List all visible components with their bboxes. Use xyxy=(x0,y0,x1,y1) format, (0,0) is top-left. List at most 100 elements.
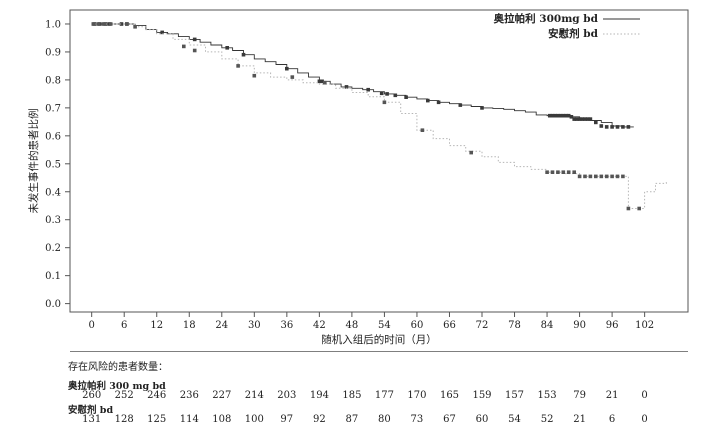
placebo-censor-mark xyxy=(556,170,560,174)
olaparib-censor-mark xyxy=(572,117,576,121)
olaparib-censor-mark xyxy=(626,125,631,129)
placebo-censor-mark xyxy=(192,48,197,53)
risk-table-title: 存在风险的患者数量： xyxy=(68,362,168,373)
olaparib-censor-mark xyxy=(599,124,604,128)
risk-count-cell: 114 xyxy=(179,414,199,425)
x-tick-label: 96 xyxy=(606,320,619,331)
olaparib-censor-mark xyxy=(566,113,571,118)
x-tick-label: 0 xyxy=(88,320,94,331)
x-tick-label: 30 xyxy=(248,320,261,331)
risk-count-cell: 177 xyxy=(374,390,394,401)
x-axis-label: 随机入组后的时间（月） xyxy=(321,333,437,346)
olaparib-censor-mark xyxy=(225,46,229,50)
placebo-censor-mark xyxy=(588,174,593,179)
placebo-censor-mark xyxy=(599,174,604,179)
placebo-censor-mark xyxy=(626,206,631,211)
olaparib-censor-mark xyxy=(317,79,322,84)
risk-count-cell: 236 xyxy=(179,390,199,401)
risk-table: 存在风险的患者数量： 奥拉帕利 300 mg bd 260 252 246 236 22… xyxy=(0,352,718,438)
risk-count-cell: 87 xyxy=(345,414,359,425)
placebo-censor-mark xyxy=(637,206,641,211)
placebo-censor-mark xyxy=(621,174,625,179)
olaparib-censor-mark xyxy=(379,91,384,96)
olaparib-censor-mark xyxy=(458,103,463,107)
x-tick-label: 48 xyxy=(346,320,359,331)
risk-count-cell: 260 xyxy=(82,390,102,401)
risk-group-placebo-label: 安慰剂 bd xyxy=(68,405,114,416)
risk-count-cell: 97 xyxy=(280,414,294,425)
placebo-censor-mark xyxy=(182,44,186,49)
olaparib-censor-mark xyxy=(580,117,585,121)
placebo-censor-mark xyxy=(101,22,106,26)
olaparib-censor-mark xyxy=(550,113,555,118)
risk-group-olaparib-label: 奥拉帕利 300 mg bd xyxy=(68,381,166,392)
y-tick-label: 0.7 xyxy=(45,103,61,114)
olaparib-censor-mark xyxy=(119,22,124,26)
olaparib-censor-mark xyxy=(385,92,389,96)
x-tick-label: 72 xyxy=(476,320,489,331)
olaparib-censor-mark xyxy=(564,113,568,118)
olaparib-censor-mark xyxy=(404,95,408,99)
y-tick-label: 0.1 xyxy=(45,271,61,282)
risk-count-cell: 80 xyxy=(378,414,391,425)
olaparib-censor-mark xyxy=(192,37,197,42)
legend-label-placebo: 安慰剂 bd xyxy=(548,27,598,40)
olaparib-censor-mark xyxy=(480,106,484,110)
placebo-censor-mark xyxy=(252,73,257,78)
placebo-censor-mark xyxy=(323,80,327,85)
x-tick-label: 60 xyxy=(411,320,424,331)
olaparib-censor-mark xyxy=(604,125,609,129)
olaparib-censor-mark xyxy=(160,30,164,35)
y-tick-label: 1.0 xyxy=(45,19,61,30)
placebo-censor-mark xyxy=(561,170,566,174)
olaparib-censor-mark xyxy=(344,85,349,89)
y-axis-label: 未发生事件的患者比例 xyxy=(27,109,40,214)
legend-label-olaparib: 奥拉帕利 300mg bd xyxy=(494,12,599,25)
placebo-censor-mark xyxy=(290,75,295,79)
olaparib-censor-mark xyxy=(615,125,620,129)
placebo-censor-mark xyxy=(96,22,100,26)
y-tick-label: 0.5 xyxy=(45,159,61,170)
x-tick-label: 6 xyxy=(121,320,127,331)
risk-count-cell: 79 xyxy=(573,390,586,401)
y-tick-label: 0.6 xyxy=(45,131,61,142)
x-tick-label: 42 xyxy=(313,320,326,331)
placebo-censor-mark xyxy=(236,64,240,68)
legend: 奥拉帕利 300mg bd 安慰剂 bd xyxy=(494,12,640,40)
risk-count-cell: 157 xyxy=(504,390,525,401)
risk-count-cell: 21 xyxy=(605,390,619,401)
risk-count-cell: 92 xyxy=(313,414,326,425)
placebo-censor-mark xyxy=(610,174,614,179)
plot-frame xyxy=(69,9,689,313)
x-tick-label: 54 xyxy=(378,320,391,331)
risk-count-cell: 52 xyxy=(540,414,554,425)
placebo-censor-mark xyxy=(133,25,137,29)
y-tick-label: 0.8 xyxy=(45,75,61,86)
y-tick-label: 0.4 xyxy=(45,187,61,198)
x-tick-label: 24 xyxy=(215,320,228,331)
x-tick-label: 84 xyxy=(541,320,554,331)
risk-count-cell: 73 xyxy=(410,414,424,425)
olaparib-censor-mark xyxy=(366,87,370,92)
olaparib-censor-mark xyxy=(594,120,598,125)
olaparib-censor-mark xyxy=(553,113,557,118)
placebo-censor-mark xyxy=(615,174,620,179)
olaparib-censor-mark xyxy=(569,115,574,119)
placebo-censor-mark xyxy=(469,150,473,155)
olaparib-censor-mark xyxy=(561,113,566,118)
x-tick-label: 78 xyxy=(508,320,521,331)
x-tick-label: 102 xyxy=(635,320,654,331)
risk-count-cell: 194 xyxy=(309,390,329,401)
olaparib-censor-mark xyxy=(558,113,563,118)
placebo-censor-mark xyxy=(583,174,587,179)
placebo-censor-mark xyxy=(420,128,425,132)
risk-count-cell: 125 xyxy=(147,414,167,425)
risk-count-cell: 67 xyxy=(443,414,456,425)
risk-count-cell: 131 xyxy=(82,414,102,425)
risk-count-cell: 128 xyxy=(114,414,134,425)
risk-count-cell: 60 xyxy=(475,414,489,425)
placebo-curve xyxy=(91,23,667,209)
placebo-censor-mark xyxy=(566,170,571,174)
y-tick-label: 0.9 xyxy=(45,47,61,58)
risk-count-cell: 159 xyxy=(472,390,492,401)
